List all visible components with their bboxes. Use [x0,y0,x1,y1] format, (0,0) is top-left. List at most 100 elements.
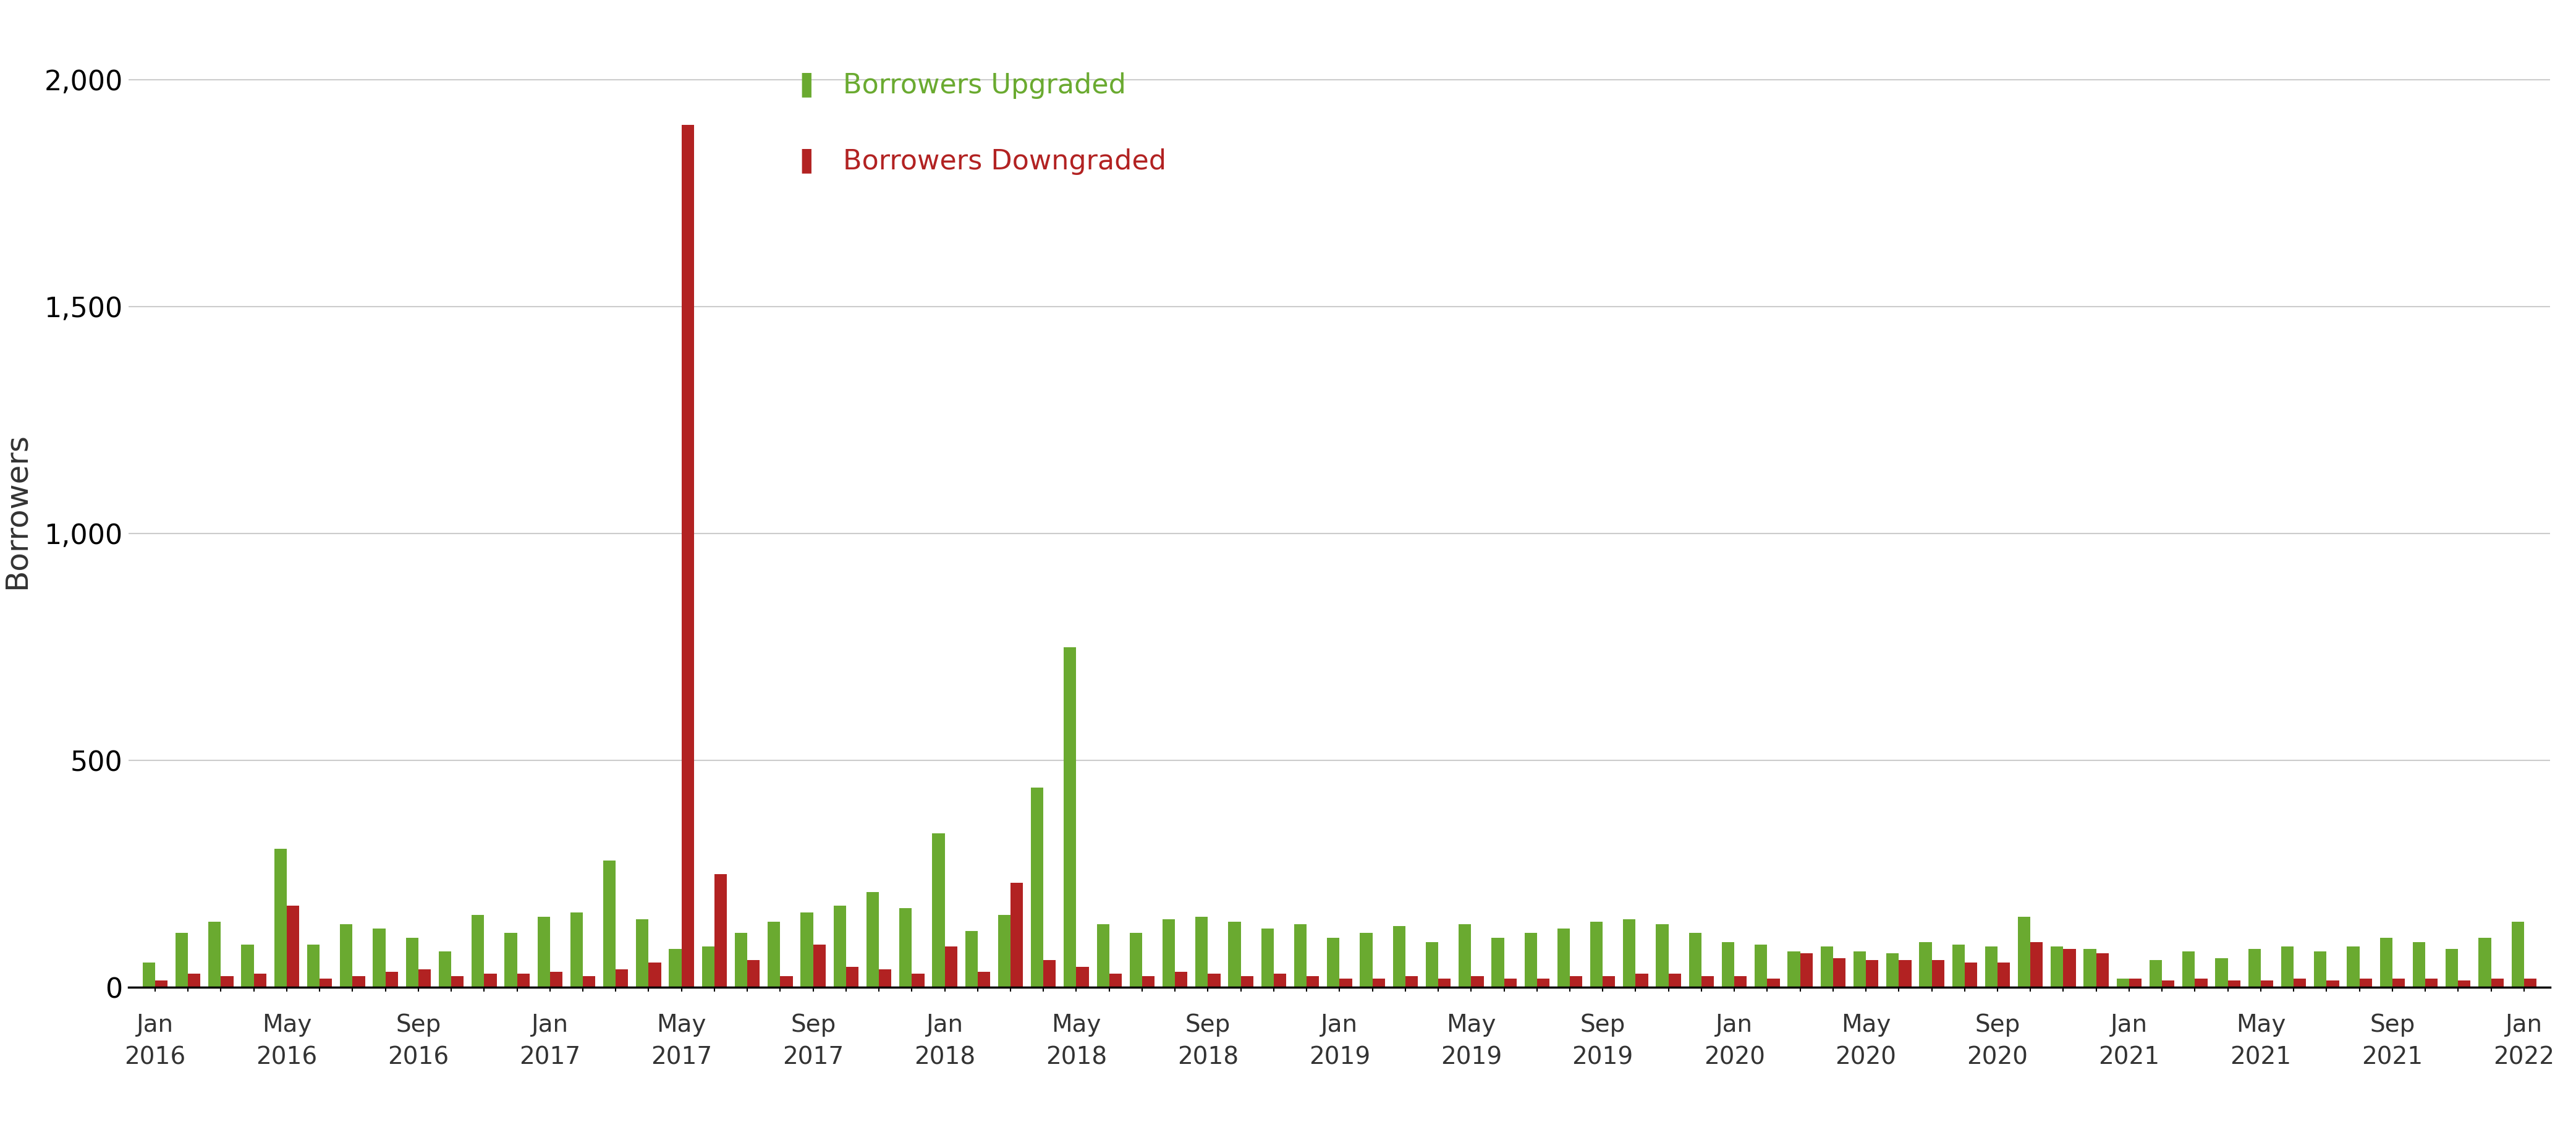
Bar [307,944,319,987]
Bar [835,906,845,987]
Bar [1525,933,1538,987]
Bar [1669,974,1682,987]
Bar [1110,974,1121,987]
Text: Borrowers Downgraded: Borrowers Downgraded [842,149,1167,175]
Bar [188,974,201,987]
Bar [2249,949,2262,987]
Bar [878,969,891,987]
Bar [2347,947,2360,987]
Bar [2262,981,2272,987]
Bar [2512,922,2524,987]
Bar [374,928,386,987]
Bar [1886,953,1899,987]
Bar [484,974,497,987]
Bar [1064,647,1077,987]
Bar [649,962,662,987]
Text: Borrowers Upgraded: Borrowers Upgraded [842,73,1126,99]
Bar [1437,978,1450,987]
Bar [945,947,958,987]
Text: Sep: Sep [1579,1014,1625,1036]
Text: May: May [263,1014,312,1036]
Bar [1953,944,1965,987]
Text: 2017: 2017 [652,1045,711,1069]
Bar [1262,928,1273,987]
Bar [2313,951,2326,987]
Bar [518,974,531,987]
Text: 2016: 2016 [386,1045,448,1069]
Bar [1623,919,1636,987]
Bar [2414,942,2424,987]
Bar [1986,947,1996,987]
Bar [2030,942,2043,987]
Bar [2161,981,2174,987]
Bar [2017,917,2030,987]
Bar [1965,962,1978,987]
Text: May: May [1842,1014,1891,1036]
Bar [1821,947,1834,987]
Text: Jan: Jan [2110,1014,2148,1036]
Bar [1097,924,1110,987]
Text: May: May [2236,1014,2285,1036]
Bar [438,951,451,987]
Bar [1406,976,1417,987]
Bar [1394,926,1406,987]
Bar [2458,981,2470,987]
Bar [1834,958,1844,987]
Text: May: May [1051,1014,1100,1036]
Bar [979,972,989,987]
Text: Sep: Sep [2370,1014,2414,1036]
Bar [701,947,714,987]
Bar [1208,974,1221,987]
Text: May: May [657,1014,706,1036]
Bar [1602,976,1615,987]
Bar [1767,978,1780,987]
Text: Sep: Sep [791,1014,835,1036]
Bar [2215,958,2228,987]
Text: 2021: 2021 [2362,1045,2424,1069]
Bar [1656,924,1669,987]
Bar [1852,951,1865,987]
Bar [1919,942,1932,987]
Text: Jan: Jan [531,1014,569,1036]
Text: 2017: 2017 [520,1045,580,1069]
Bar [734,933,747,987]
Text: 2019: 2019 [1309,1045,1370,1069]
Bar [175,933,188,987]
Bar [1865,960,1878,987]
Text: Sep: Sep [1185,1014,1231,1036]
Bar [2326,981,2339,987]
Bar [2050,947,2063,987]
Bar [319,978,332,987]
Bar [1195,917,1208,987]
Bar [1504,978,1517,987]
Bar [1996,962,2009,987]
Bar [1801,953,1814,987]
Text: 2020: 2020 [1834,1045,1896,1069]
Bar [209,922,222,987]
Bar [781,976,793,987]
Bar [471,915,484,987]
Bar [1030,788,1043,987]
Text: 2018: 2018 [1046,1045,1108,1069]
Bar [2228,981,2241,987]
Bar [2097,953,2110,987]
Bar [603,860,616,987]
Bar [1569,976,1582,987]
Bar [1306,976,1319,987]
Bar [2148,960,2161,987]
Text: 2016: 2016 [124,1045,185,1069]
Bar [933,833,945,987]
Bar [866,892,878,987]
Bar [1131,933,1141,987]
Text: Jan: Jan [2506,1014,2543,1036]
Bar [1492,938,1504,987]
Bar [2491,978,2504,987]
Bar [1932,960,1945,987]
Bar [2293,978,2306,987]
Bar [2478,938,2491,987]
Bar [683,125,693,987]
Bar [1229,922,1242,987]
Bar [997,915,1010,987]
Bar [1077,967,1090,987]
Bar [1754,944,1767,987]
